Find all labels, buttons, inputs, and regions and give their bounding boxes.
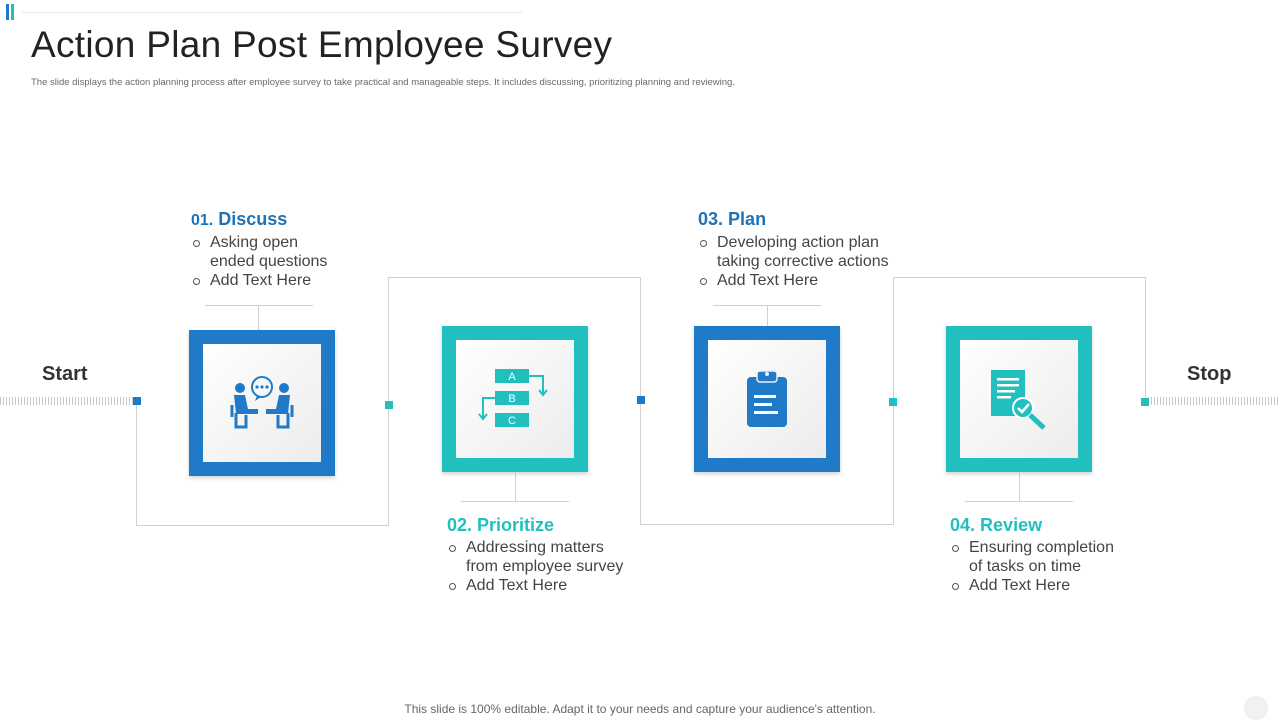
step-2-card: A B C bbox=[442, 326, 588, 472]
bullet-item: Add Text Here bbox=[950, 576, 1130, 595]
bullet-item: Add Text Here bbox=[447, 576, 637, 595]
top-rule bbox=[22, 12, 522, 13]
flow-label-c: C bbox=[508, 415, 516, 427]
timeline-node bbox=[133, 397, 141, 405]
bullet-item: Addressing matters from employee survey bbox=[447, 538, 637, 576]
connector-line bbox=[388, 277, 641, 278]
bullet-item: Add Text Here bbox=[698, 271, 898, 290]
step-4-bullets: Ensuring completion of tasks on time Add… bbox=[950, 538, 1130, 595]
accent-bar-left bbox=[6, 4, 9, 20]
step-1-card bbox=[189, 330, 335, 476]
corner-decoration bbox=[1244, 696, 1268, 720]
step-number: 04. bbox=[950, 515, 976, 535]
step-number: 02. bbox=[447, 515, 473, 535]
step-3-bullets: Developing action plan taking corrective… bbox=[698, 233, 898, 290]
card-inner bbox=[960, 340, 1078, 458]
flow-label-b: B bbox=[508, 393, 515, 405]
card-inner: A B C bbox=[456, 340, 574, 458]
label-connector bbox=[1019, 473, 1020, 501]
step-2-bullets: Addressing matters from employee survey … bbox=[447, 538, 637, 595]
step-name: Plan bbox=[728, 209, 767, 229]
step-1-title: 01. Discuss bbox=[191, 209, 287, 230]
connector-line bbox=[640, 524, 894, 525]
label-connector bbox=[515, 473, 516, 501]
step-name: Review bbox=[980, 515, 1043, 535]
step-2-title: 02. Prioritize bbox=[447, 515, 554, 536]
start-dashed-line bbox=[0, 397, 134, 405]
connector-line bbox=[1145, 277, 1146, 401]
step-name: Prioritize bbox=[477, 515, 555, 535]
clipboard-icon bbox=[747, 370, 787, 427]
step-number: 01. bbox=[191, 212, 214, 229]
timeline-node bbox=[385, 401, 393, 409]
label-connector bbox=[205, 305, 313, 306]
card-inner bbox=[203, 344, 321, 462]
step-4-title: 04. Review bbox=[950, 515, 1042, 536]
connector-line bbox=[893, 277, 1146, 278]
step-4-card bbox=[946, 326, 1092, 472]
label-connector bbox=[965, 501, 1073, 502]
connector-line bbox=[136, 525, 389, 526]
start-label: Start bbox=[42, 363, 88, 385]
page-subtitle: The slide displays the action planning p… bbox=[31, 77, 735, 88]
timeline-node bbox=[889, 398, 897, 406]
step-number: 03. bbox=[698, 209, 724, 229]
card-inner bbox=[708, 340, 826, 458]
step-3-title: 03. Plan bbox=[698, 209, 766, 230]
accent-bar-right bbox=[11, 4, 14, 20]
document-search-icon bbox=[991, 370, 1046, 430]
step-name: Discuss bbox=[218, 209, 288, 229]
label-connector bbox=[258, 305, 259, 330]
stop-label: Stop bbox=[1187, 363, 1232, 385]
connector-line bbox=[136, 401, 137, 525]
bullet-item: Asking open ended questions bbox=[191, 233, 341, 271]
page-title: Action Plan Post Employee Survey bbox=[31, 24, 613, 65]
label-connector bbox=[767, 305, 768, 326]
step-3-card bbox=[694, 326, 840, 472]
label-connector bbox=[461, 501, 569, 502]
stop-dashed-line bbox=[1148, 397, 1280, 405]
flowchart-icon: A B C bbox=[478, 369, 548, 427]
flow-label-a: A bbox=[508, 371, 516, 383]
footer-note: This slide is 100% editable. Adapt it to… bbox=[404, 702, 876, 716]
bullet-item: Developing action plan taking corrective… bbox=[698, 233, 898, 271]
meeting-icon bbox=[230, 376, 294, 429]
bullet-item: Ensuring completion of tasks on time bbox=[950, 538, 1130, 576]
step-1-bullets: Asking open ended questions Add Text Her… bbox=[191, 233, 341, 290]
timeline-node bbox=[1141, 398, 1149, 406]
timeline-node bbox=[637, 396, 645, 404]
bullet-item: Add Text Here bbox=[191, 271, 341, 290]
